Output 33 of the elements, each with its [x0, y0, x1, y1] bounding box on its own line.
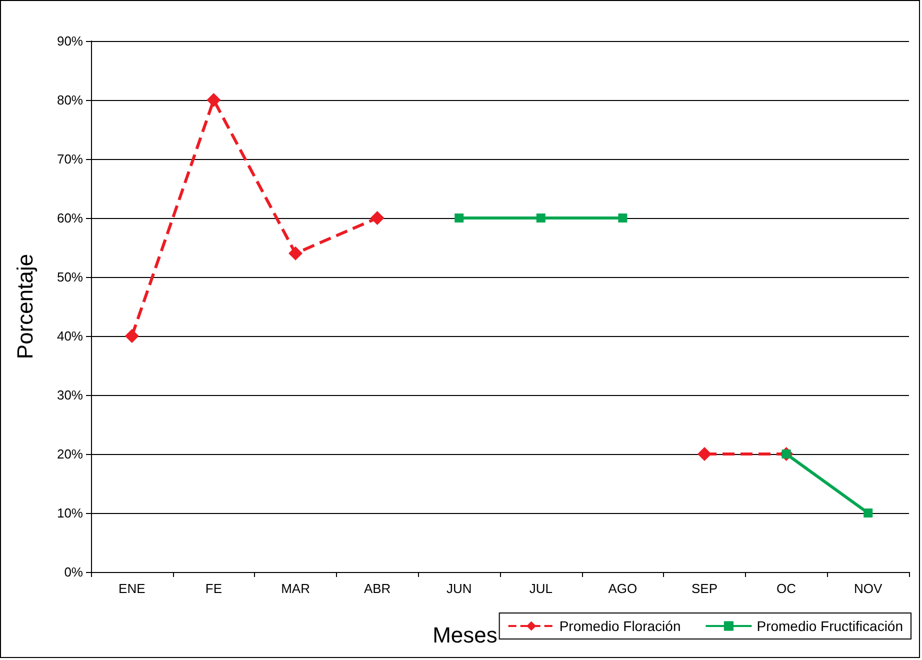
x-tick-label: ABR	[364, 581, 391, 596]
y-tick-label: 50%	[56, 270, 84, 284]
y-tick-label: 20%	[56, 446, 84, 462]
legend-label: Promedio Fructificación	[756, 618, 904, 634]
y-tick-label: 60%	[56, 210, 84, 226]
point	[454, 214, 464, 222]
x-tick-label: OC	[776, 581, 796, 596]
point	[864, 508, 873, 518]
x-tick-label: SEP	[691, 581, 718, 596]
x-tick-label: FE	[205, 581, 222, 596]
y-tick-label: 30%	[56, 388, 84, 402]
x-tick-label: MAR	[281, 581, 310, 596]
x-tick-label: NOV	[854, 581, 883, 596]
point	[618, 214, 628, 222]
legend-label: Promedio Floración	[559, 618, 681, 634]
x-tick-label: AGO	[608, 581, 638, 596]
point	[206, 93, 221, 107]
x-tick-label: JUL	[529, 581, 552, 596]
y-tick-label: 0%	[64, 564, 84, 580]
point	[124, 329, 139, 343]
y-tick-label: 10%	[56, 506, 84, 520]
x-tick-label: ENE	[118, 581, 146, 596]
point	[698, 447, 712, 461]
y-tick-label: 90%	[56, 34, 84, 48]
y-tick-label: 40%	[56, 328, 84, 344]
point	[288, 246, 302, 260]
x-tick-label: JUN	[446, 581, 472, 596]
point	[370, 211, 384, 225]
point	[536, 214, 546, 222]
y-axis-title: Porcentaje	[12, 254, 38, 360]
x-axis-title: Meses	[432, 622, 498, 648]
y-tick-label: 70%	[56, 152, 84, 166]
y-tick-label: 80%	[56, 92, 84, 108]
